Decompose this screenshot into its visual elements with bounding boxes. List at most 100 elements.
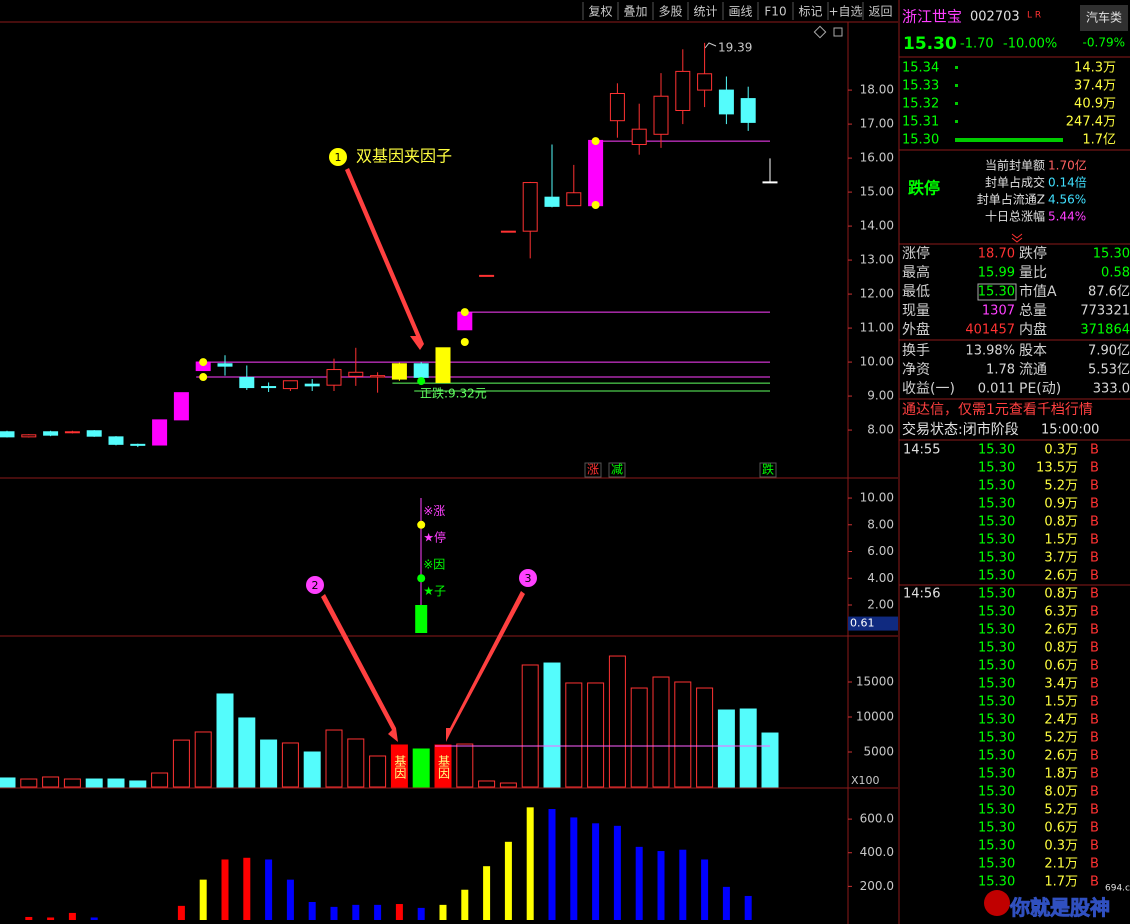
candle-body [413,363,429,378]
osc-bar [221,859,229,920]
mid-tick-label: 2.00 [867,597,894,611]
volume-tick-label: 15000 [856,675,894,689]
candle-body [522,182,538,232]
osc-bar [592,823,600,920]
stat-label: 股本 [1019,343,1047,359]
candle-body [718,89,734,115]
current-value-box [848,616,898,631]
osc-bar [265,859,273,920]
toolbar-button[interactable]: 叠加 [623,5,647,19]
seal-label: 封单占流通Z [977,192,1045,207]
stat-label: 内盘 [1019,321,1047,338]
toolbar-button[interactable]: 复权 [588,5,612,19]
signal-dot [460,308,469,317]
toolbar-button[interactable]: 返回 [868,5,892,19]
volume-bar [281,742,299,788]
trade-volume: 2.4万 [1044,713,1078,728]
trade-price: 15.30 [978,821,1015,836]
bid-bar [955,120,958,123]
candle-body [740,98,756,123]
trade-side: B [1090,803,1099,818]
expand-icon[interactable] [1011,233,1023,243]
stat-label: 最高 [902,264,930,281]
bid-price: 15.31 [902,115,939,130]
trade-volume: 1.5万 [1044,695,1078,710]
trade-volume: 1.7万 [1044,875,1078,890]
trade-side: B [1090,839,1099,854]
volume-unit: X100 [851,774,880,787]
toolbar-button[interactable]: +自选 [828,5,862,19]
icon[interactable] [833,27,843,37]
trade-price: 15.30 [978,461,1015,476]
osc-bar [570,817,578,920]
trade-status: 交易状态:闭市阶段 [902,421,1019,438]
bid-volume: 37.4万 [1074,79,1116,94]
toolbar-button[interactable]: 多股 [658,5,682,19]
trade-time: 15:00:00 [1041,423,1099,438]
price: 15.30 [903,34,957,54]
volume-bar [260,739,278,788]
trade-side: B [1090,443,1099,458]
osc-bar [199,879,207,920]
osc-bar [657,851,665,920]
toolbar-button[interactable]: 统计 [693,5,717,19]
osc-bar [374,904,382,920]
trade-side: B [1090,605,1099,620]
trade-side: B [1090,695,1099,710]
volume-bar [63,778,81,788]
trade-volume: 2.6万 [1044,749,1078,764]
seal-label: 当前封单额 [985,158,1045,173]
seal-label: 十日总涨幅 [985,209,1045,224]
annotation-text: 双基因夹因子 [356,147,452,166]
trade-side: B [1090,749,1099,764]
toolbar-button[interactable]: 标记 [798,5,822,19]
trade-price: 15.30 [978,875,1015,890]
bid-price: 15.34 [902,61,939,76]
stat-value: 18.70 [978,247,1015,262]
mid-tick-label: 8.00 [867,517,894,531]
signal-label: ※涨 [423,503,445,518]
stat-value: 0.58 [1101,266,1130,281]
trade-side: B [1090,875,1099,890]
trade-side: B [1090,713,1099,728]
candle-body [500,230,516,233]
mid-tick-label: 4.00 [867,571,894,585]
volume-bar [587,682,605,788]
osc-bar [177,905,185,920]
sector: 汽车类 [1086,10,1122,25]
trade-price: 15.30 [978,785,1015,800]
trade-price: 15.30 [978,623,1015,638]
trade-side: B [1090,461,1099,476]
watermark: 你就是股神 [1009,896,1110,920]
trade-price: 15.30 [978,443,1015,458]
seal-value: 1.70亿 [1048,158,1087,173]
toolbar-button[interactable]: F10 [764,5,786,19]
osc-bar [90,917,98,920]
toolbar-button[interactable]: 画线 [728,5,752,19]
stat-label: 跌停 [1019,245,1047,262]
trade-price: 15.30 [978,533,1015,548]
signal-dot [591,201,600,210]
trade-volume: 13.5万 [1036,461,1078,476]
volume-tick-label: 10000 [856,710,894,724]
seal-value: 4.56% [1048,193,1086,207]
trade-volume: 3.7万 [1044,551,1078,566]
trade-volume: 5.2万 [1044,479,1078,494]
osc-bar [483,866,491,920]
candle-body [370,375,386,378]
stock-name: 浙江世宝 [902,8,962,26]
seal-value: 5.44% [1048,210,1086,224]
volume-bar [0,777,16,788]
signal-label: ★停 [423,530,446,545]
bid-volume: 247.4万 [1066,115,1116,130]
price-tick-label: 14.00 [860,219,894,233]
volume-bar [194,731,212,788]
icon[interactable] [813,25,827,39]
candle-body [544,196,560,207]
trade-side: B [1090,569,1099,584]
trade-volume: 1.5万 [1044,533,1078,548]
volume-bar [499,782,517,788]
osc-tick-label: 600.0 [860,812,894,826]
osc-bar [526,807,534,920]
